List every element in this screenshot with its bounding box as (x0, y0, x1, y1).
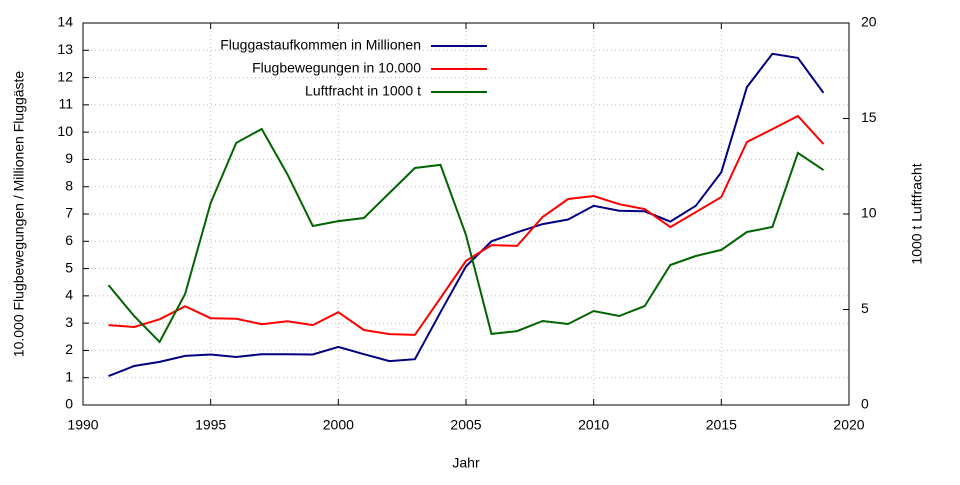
y2-tick-label: 5 (861, 300, 869, 316)
y-tick-label: 3 (65, 314, 73, 330)
series-line (108, 114, 825, 336)
y-tick-label: 10 (57, 123, 73, 139)
series-line (107, 127, 825, 344)
y-tick-label: 9 (65, 150, 73, 166)
y2-axis-label: 1000 t Luftfracht (909, 163, 925, 264)
series-line (108, 52, 825, 378)
x-tick-label: 2010 (578, 417, 609, 433)
legend-label: Flugbewegungen in 10.000 (252, 60, 421, 76)
y-tick-label: 7 (65, 205, 73, 221)
y-tick-label: 0 (65, 396, 73, 412)
legend-label: Fluggastaufkommen in Millionen (220, 37, 421, 53)
x-tick-label: 1990 (67, 417, 98, 433)
y-tick-label: 8 (65, 177, 73, 193)
x-tick-label: 1995 (195, 417, 226, 433)
y-tick-label: 11 (58, 96, 73, 112)
y-tick-label: 12 (57, 68, 73, 84)
y-tick-label: 1 (65, 368, 73, 384)
x-axis-label: Jahr (452, 455, 480, 471)
y-tick-label: 5 (65, 259, 73, 275)
y-tick-label: 13 (57, 41, 73, 57)
y-tick-label: 2 (65, 341, 73, 357)
y-tick-label: 14 (57, 14, 73, 30)
legend-label: Luftfracht in 1000 t (305, 83, 421, 99)
x-tick-label: 2020 (833, 417, 864, 433)
y2-tick-label: 0 (861, 396, 869, 412)
y-tick-label: 4 (65, 287, 73, 303)
x-tick-label: 2015 (706, 417, 737, 433)
x-tick-label: 2005 (450, 417, 481, 433)
y2-tick-label: 20 (861, 14, 877, 30)
y-tick-label: 6 (65, 232, 73, 248)
y2-tick-label: 15 (861, 109, 877, 125)
y2-tick-label: 10 (861, 205, 877, 221)
y-axis-label: 10.000 Flugbewegungen / Millionen Fluggä… (11, 71, 27, 358)
x-tick-label: 2000 (323, 417, 354, 433)
